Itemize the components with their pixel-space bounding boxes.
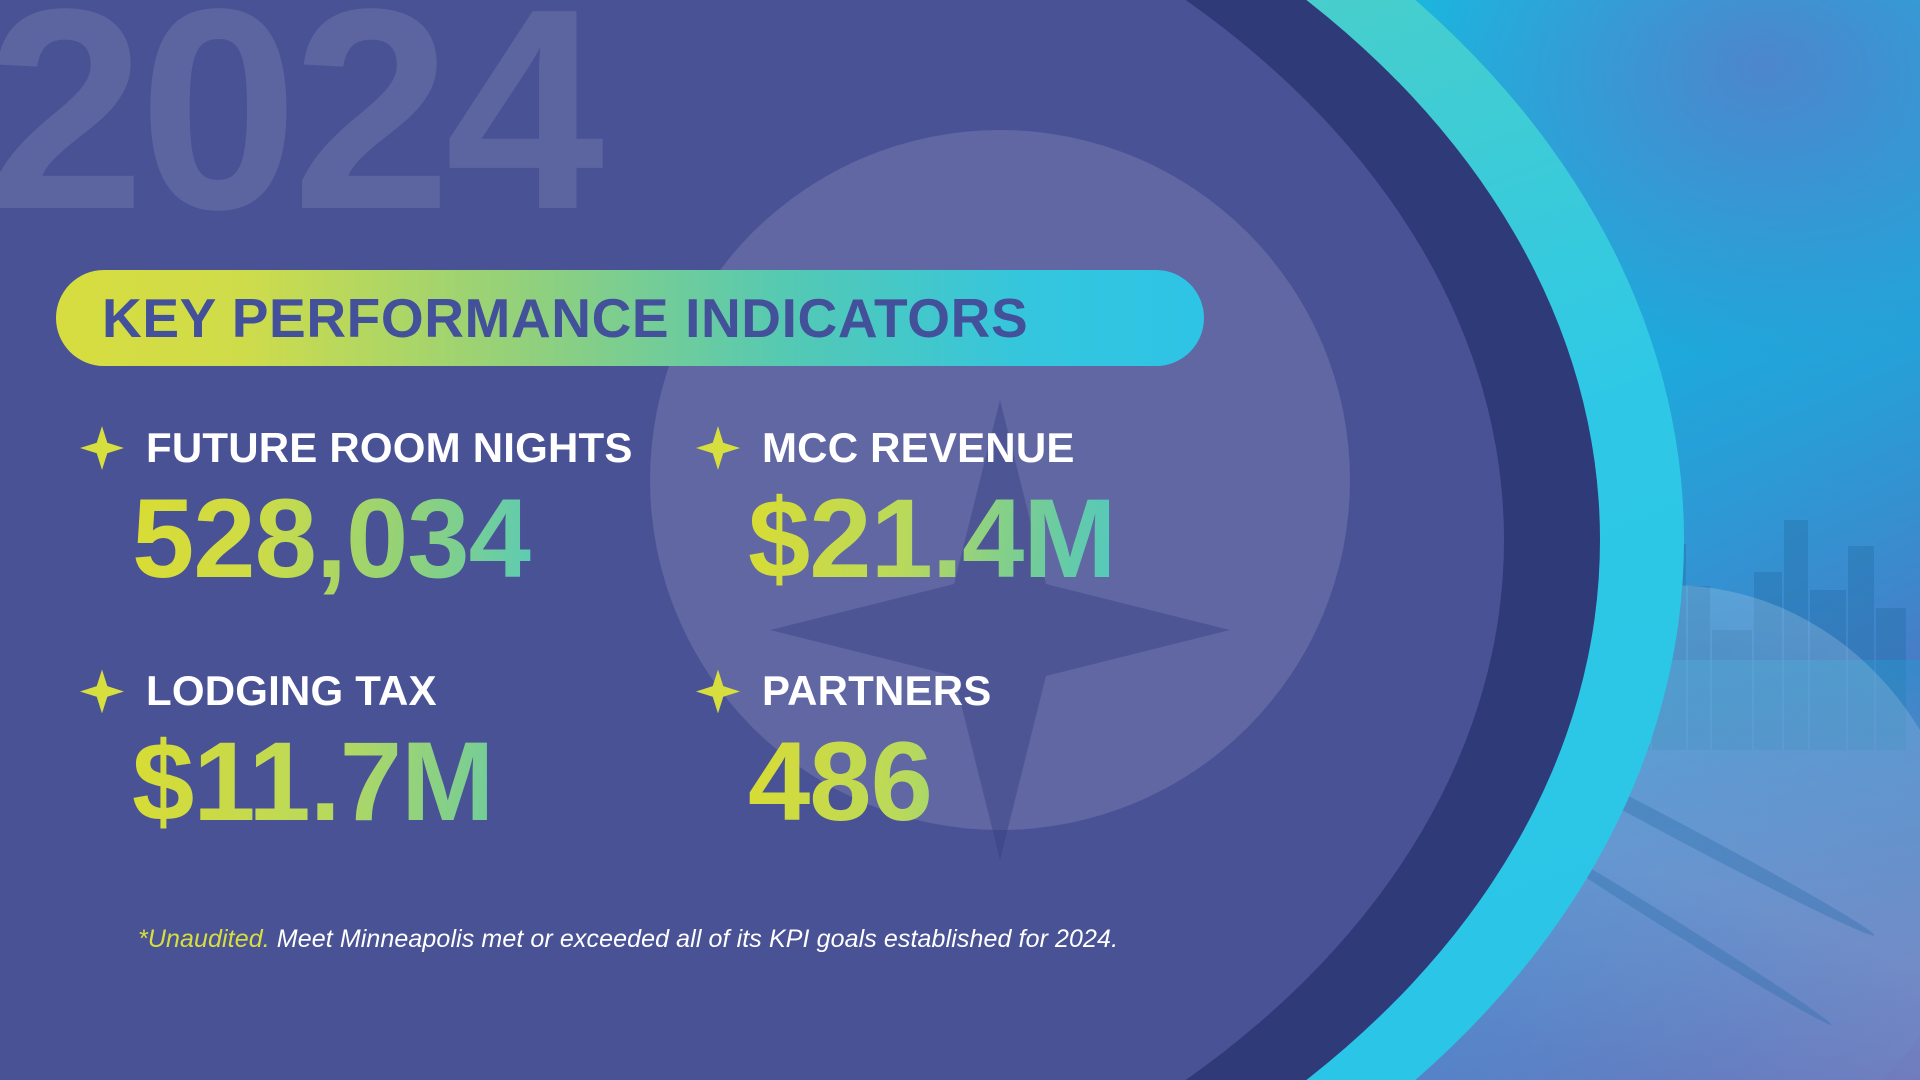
kpi-row-top: FUTURE ROOM NIGHTS 528,034 MCC REVENUE $…: [80, 420, 1200, 601]
four-point-star-icon: [696, 426, 740, 470]
pin-head-shape: [650, 130, 1350, 830]
kpi-row-bottom: LODGING TAX $11.7M PARTNERS 486: [80, 663, 1200, 844]
kpi-label-line: MCC REVENUE: [696, 420, 1200, 476]
kpi-label-line: FUTURE ROOM NIGHTS: [80, 420, 696, 476]
kpi-value: $11.7M: [132, 719, 696, 844]
kpi-label-line: PARTNERS: [696, 663, 1200, 719]
kpi-label: MCC REVENUE: [762, 424, 1075, 471]
four-point-star-icon: [80, 669, 124, 714]
kpi-card-future-room-nights: FUTURE ROOM NIGHTS 528,034: [80, 420, 696, 601]
footnote: *Unaudited. Meet Minneapolis met or exce…: [138, 925, 1118, 954]
footnote-text: Meet Minneapolis met or exceeded all of …: [269, 925, 1119, 953]
kpi-label: LODGING TAX: [146, 667, 437, 715]
kpi-label: PARTNERS: [762, 667, 992, 715]
kpi-banner-label: KEY PERFORMANCE INDICATORS: [102, 287, 1029, 349]
four-point-star-icon: [696, 669, 740, 714]
four-point-star-icon: [80, 426, 124, 470]
kpi-value: 528,034: [132, 476, 696, 601]
kpi-grid: FUTURE ROOM NIGHTS 528,034 MCC REVENUE $…: [80, 420, 1200, 845]
map-pin-watermark: [650, 130, 1350, 990]
kpi-label: FUTURE ROOM NIGHTS: [146, 424, 633, 471]
footnote-highlight: *Unaudited.: [138, 925, 270, 953]
kpi-value: $21.4M: [748, 476, 1200, 601]
kpi-card-partners: PARTNERS 486: [696, 663, 1200, 844]
kpi-label-line: LODGING TAX: [80, 663, 696, 719]
kpi-card-lodging-tax: LODGING TAX $11.7M: [80, 663, 696, 844]
row-spacer: [80, 601, 1200, 663]
year-watermark: 2024: [0, 0, 604, 269]
kpi-value: 486: [748, 719, 1200, 844]
kpi-banner: KEY PERFORMANCE INDICATORS: [56, 270, 1204, 366]
kpi-card-mcc-revenue: MCC REVENUE $21.4M: [696, 420, 1200, 601]
purple-field: [0, 0, 1504, 1080]
